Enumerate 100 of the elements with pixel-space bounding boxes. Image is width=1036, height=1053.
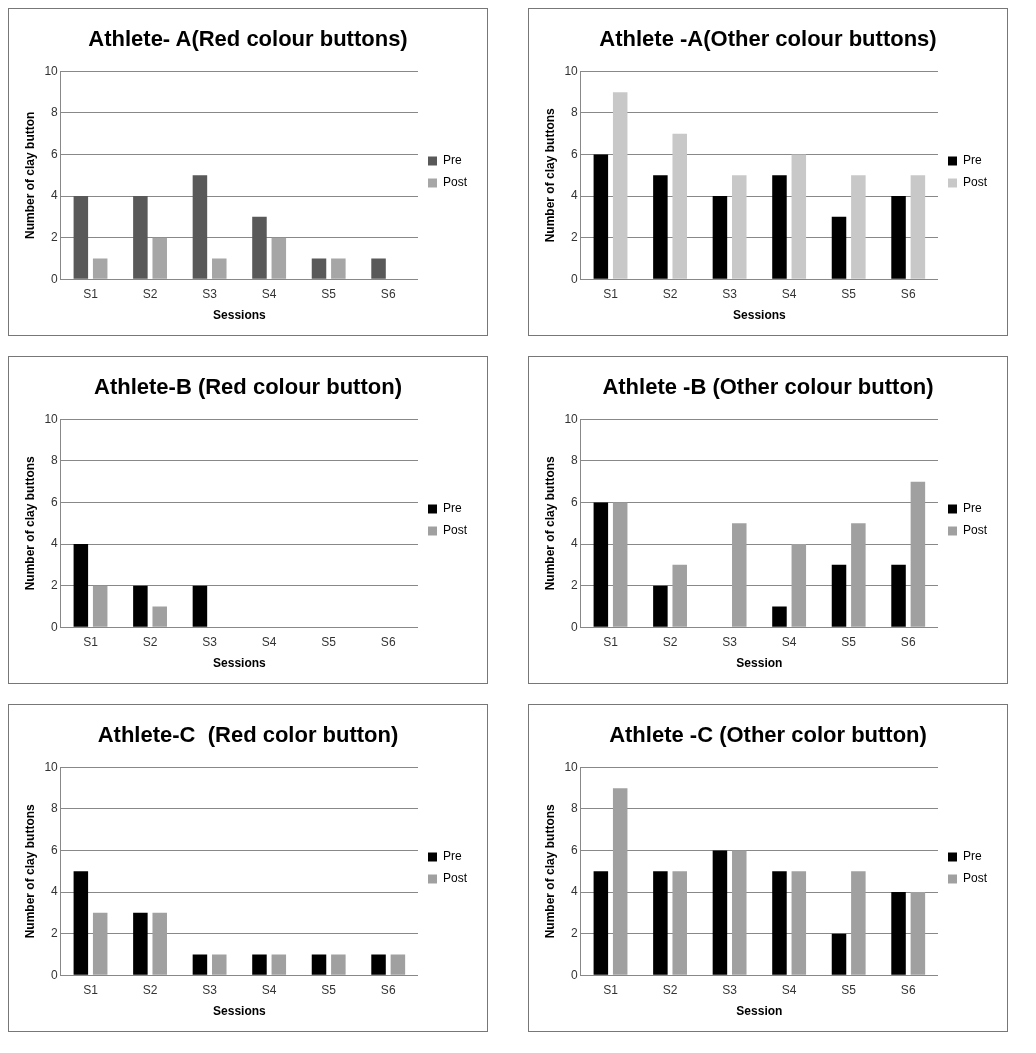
chart-title: Athlete -A(Other colour buttons) <box>599 26 937 52</box>
bar <box>311 954 327 975</box>
x-axis-title: Sessions <box>213 308 267 323</box>
bar <box>831 933 847 975</box>
x-tick-label: S6 <box>380 982 396 997</box>
bar <box>92 912 108 975</box>
bar <box>593 871 609 975</box>
x-tick-label: S5 <box>321 634 337 649</box>
legend-label: Post <box>962 871 988 886</box>
y-tick-label: 6 <box>51 494 59 509</box>
bar <box>910 481 926 627</box>
chart-title: Athlete-B (Red colour button) <box>94 374 402 400</box>
bar <box>712 196 728 279</box>
bar <box>73 196 89 279</box>
bar <box>371 954 386 975</box>
bar <box>612 92 628 279</box>
y-tick-label: 4 <box>51 536 59 551</box>
legend-label: Pre <box>442 849 462 864</box>
legend-label: Post <box>962 175 988 190</box>
bar <box>152 912 167 975</box>
y-tick-label: 10 <box>44 759 59 774</box>
bar <box>133 196 148 279</box>
bar <box>791 154 807 279</box>
bar <box>791 544 807 627</box>
bar <box>152 606 167 627</box>
bar <box>152 237 167 279</box>
bar <box>653 871 668 975</box>
x-tick-label: S5 <box>321 286 337 301</box>
y-tick-label: 2 <box>51 925 59 940</box>
bar <box>271 954 287 975</box>
legend-label: Pre <box>962 501 982 516</box>
bar <box>831 216 847 279</box>
bar <box>851 871 866 975</box>
y-tick-label: 4 <box>51 188 59 203</box>
bar <box>92 585 108 627</box>
bar <box>653 175 668 279</box>
bar <box>653 585 668 627</box>
legend-label: Post <box>442 175 468 190</box>
y-tick-label: 0 <box>51 271 59 286</box>
x-tick-label: S4 <box>261 982 277 997</box>
y-tick-label: 2 <box>571 925 579 940</box>
x-tick-label: S5 <box>321 982 337 997</box>
x-tick-label: S6 <box>900 286 916 301</box>
bar <box>672 133 687 279</box>
y-tick-label: 8 <box>571 801 579 816</box>
x-tick-label: S6 <box>900 982 916 997</box>
y-tick-label: 0 <box>51 619 59 634</box>
x-axis-title: Session <box>736 1004 783 1019</box>
legend-label: Post <box>962 523 988 538</box>
y-axis-title: Number of clay buttons <box>22 455 37 591</box>
y-tick-label: 10 <box>44 411 59 426</box>
x-axis-title: Sessions <box>213 1004 267 1019</box>
bar <box>891 564 906 627</box>
bar <box>791 871 807 975</box>
x-tick-label: S1 <box>603 634 619 649</box>
bar <box>252 954 267 975</box>
y-tick-label: 6 <box>571 842 579 857</box>
bar <box>92 258 108 279</box>
x-axis-title: Sessions <box>733 308 787 323</box>
x-tick-label: S4 <box>781 982 797 997</box>
y-tick-label: 2 <box>571 577 579 592</box>
x-tick-label: S5 <box>841 634 857 649</box>
legend-label: Pre <box>962 849 982 864</box>
x-axis-title: Session <box>736 656 783 671</box>
bar <box>192 175 208 279</box>
y-tick-label: 10 <box>44 63 59 78</box>
x-tick-label: S4 <box>261 286 277 301</box>
legend-label: Pre <box>442 501 462 516</box>
y-tick-label: 0 <box>571 967 579 982</box>
bar <box>672 564 687 627</box>
legend-label: Post <box>442 871 468 886</box>
bar <box>910 892 926 975</box>
y-tick-label: 6 <box>51 146 59 161</box>
bar <box>212 258 227 279</box>
bar <box>712 850 728 975</box>
legend-label: Pre <box>442 153 462 168</box>
x-tick-label: S3 <box>202 634 218 649</box>
chart-title: Athlete-C (Red color button) <box>97 722 399 748</box>
bar <box>772 175 787 279</box>
y-tick-label: 2 <box>51 577 59 592</box>
x-tick-label: S3 <box>202 982 218 997</box>
bar <box>73 544 89 627</box>
x-tick-label: S1 <box>83 982 99 997</box>
bar <box>851 175 866 279</box>
bar <box>732 175 747 279</box>
x-tick-label: S6 <box>380 634 396 649</box>
y-tick-label: 4 <box>571 188 579 203</box>
y-tick-label: 8 <box>571 105 579 120</box>
bar <box>851 523 866 627</box>
y-tick-label: 4 <box>571 884 579 899</box>
x-tick-label: S3 <box>722 634 738 649</box>
y-tick-label: 4 <box>51 884 59 899</box>
x-tick-label: S4 <box>261 634 277 649</box>
x-tick-label: S2 <box>142 634 158 649</box>
y-tick-label: 10 <box>564 759 579 774</box>
bar <box>672 871 687 975</box>
y-tick-label: 4 <box>571 536 579 551</box>
x-tick-label: S5 <box>841 982 857 997</box>
y-tick-label: 0 <box>51 967 59 982</box>
bar <box>271 237 287 279</box>
